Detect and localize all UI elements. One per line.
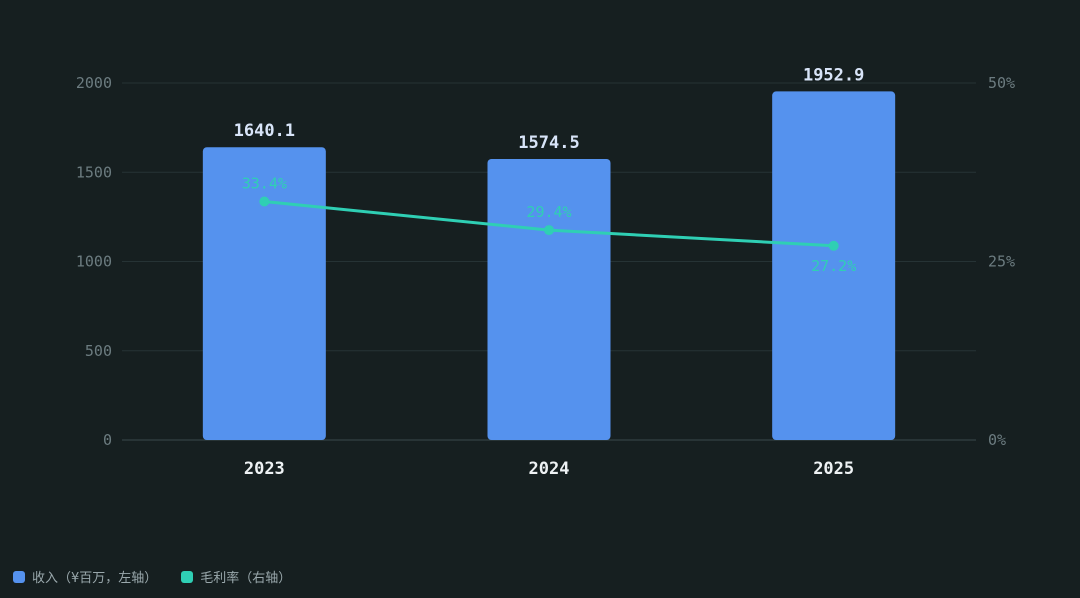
- left-tick-label: 0: [103, 431, 112, 449]
- right-tick-label: 0%: [988, 431, 1006, 449]
- margin-point-label: 29.4%: [526, 203, 571, 221]
- margin-point[interactable]: [828, 240, 839, 251]
- x-category-label: 2025: [813, 459, 854, 479]
- revenue-bar[interactable]: [772, 91, 896, 440]
- legend: 收入（¥百万，左轴） 毛利率（右轴）: [13, 567, 315, 586]
- legend-label-revenue: 收入（¥百万，左轴）: [32, 571, 158, 586]
- revenue-bar-labels: 1640.1 1574.5 1952.9: [234, 65, 865, 153]
- legend-item-margin[interactable]: 毛利率（右轴）: [181, 567, 291, 586]
- right-axis-ticks: 0% 25% 50%: [988, 74, 1015, 449]
- legend-swatch-margin: [181, 570, 194, 583]
- left-axis-ticks: 0 500 1000 1500 2000: [76, 74, 112, 449]
- right-tick-label: 25%: [988, 253, 1015, 271]
- margin-point[interactable]: [259, 196, 270, 207]
- legend-item-revenue[interactable]: 收入（¥百万，左轴）: [13, 567, 157, 586]
- x-category-label: 2024: [529, 459, 570, 479]
- x-category-label: 2023: [244, 459, 285, 479]
- x-axis-category-labels: 2023 2024 2025: [244, 459, 854, 479]
- revenue-bar-value-label: 1640.1: [234, 121, 295, 141]
- left-tick-label: 500: [85, 342, 112, 360]
- margin-point-labels: 33.4% 29.4% 27.2%: [242, 175, 856, 275]
- revenue-bar-value-label: 1952.9: [803, 65, 864, 85]
- revenue-bar-value-label: 1574.5: [518, 133, 579, 153]
- margin-point-label: 33.4%: [242, 175, 287, 193]
- left-tick-label: 1000: [76, 253, 112, 271]
- margin-point[interactable]: [544, 225, 554, 236]
- left-tick-label: 2000: [76, 74, 112, 92]
- revenue-bar[interactable]: [487, 158, 611, 440]
- revenue-bars: [202, 91, 896, 440]
- right-tick-label: 50%: [988, 74, 1015, 92]
- margin-line-series: [259, 196, 839, 251]
- left-tick-label: 1500: [76, 163, 112, 181]
- revenue-bar[interactable]: [202, 147, 326, 440]
- margin-point-label: 27.2%: [811, 257, 856, 275]
- legend-label-margin: 毛利率（右轴）: [200, 571, 292, 586]
- legend-swatch-revenue: [13, 570, 25, 583]
